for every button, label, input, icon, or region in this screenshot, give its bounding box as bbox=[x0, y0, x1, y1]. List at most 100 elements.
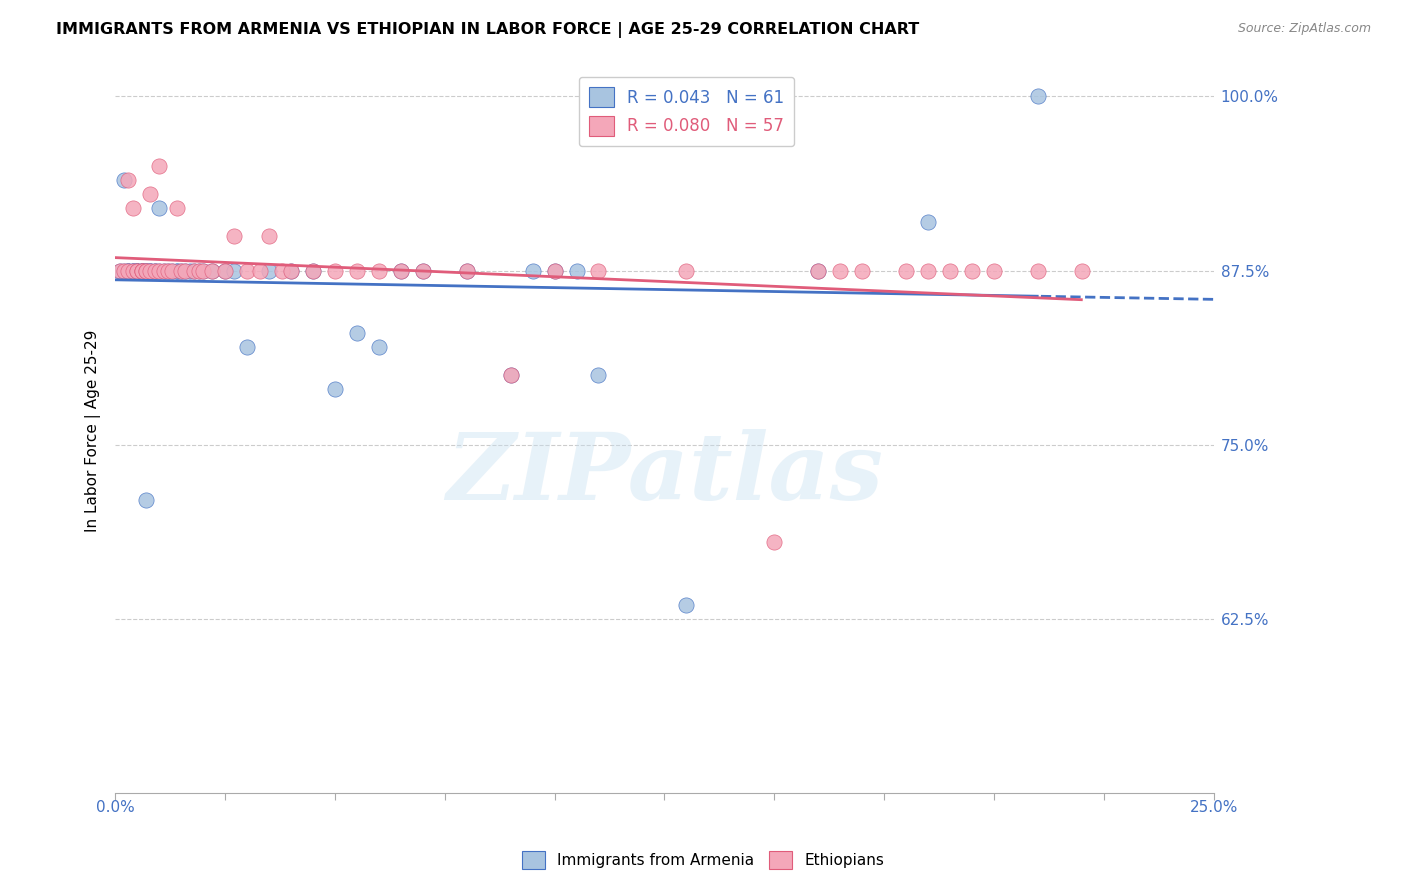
Point bbox=[108, 263, 131, 277]
Point bbox=[135, 263, 157, 277]
Point bbox=[139, 263, 162, 277]
Point bbox=[236, 263, 259, 277]
Point bbox=[148, 159, 170, 173]
Point bbox=[112, 263, 135, 277]
Point bbox=[183, 263, 205, 277]
Point bbox=[135, 263, 157, 277]
Point bbox=[131, 263, 153, 277]
Point bbox=[139, 186, 162, 201]
Point bbox=[280, 263, 302, 277]
Point bbox=[675, 263, 697, 277]
Point bbox=[174, 263, 197, 277]
Point bbox=[162, 263, 184, 277]
Point bbox=[166, 263, 188, 277]
Point bbox=[127, 263, 149, 277]
Point bbox=[121, 263, 143, 277]
Point bbox=[162, 263, 184, 277]
Point bbox=[499, 368, 522, 382]
Point bbox=[117, 263, 139, 277]
Point bbox=[183, 263, 205, 277]
Point bbox=[152, 263, 174, 277]
Point bbox=[139, 263, 162, 277]
Point bbox=[1026, 263, 1049, 277]
Point bbox=[323, 263, 346, 277]
Point bbox=[179, 263, 201, 277]
Text: ZIPatlas: ZIPatlas bbox=[446, 429, 883, 519]
Point bbox=[214, 263, 236, 277]
Point bbox=[456, 263, 478, 277]
Legend: R = 0.043   N = 61, R = 0.080   N = 57: R = 0.043 N = 61, R = 0.080 N = 57 bbox=[579, 77, 794, 146]
Point bbox=[143, 263, 166, 277]
Point bbox=[166, 263, 188, 277]
Point bbox=[121, 263, 143, 277]
Point bbox=[174, 263, 197, 277]
Point bbox=[148, 263, 170, 277]
Point bbox=[456, 263, 478, 277]
Point bbox=[121, 263, 143, 277]
Point bbox=[389, 263, 412, 277]
Point bbox=[191, 263, 214, 277]
Point bbox=[271, 263, 294, 277]
Point bbox=[675, 598, 697, 612]
Point bbox=[127, 263, 149, 277]
Point bbox=[588, 368, 610, 382]
Point bbox=[222, 228, 245, 243]
Point bbox=[117, 263, 139, 277]
Point bbox=[131, 263, 153, 277]
Point bbox=[257, 228, 280, 243]
Point bbox=[187, 263, 209, 277]
Point bbox=[346, 263, 368, 277]
Point bbox=[257, 263, 280, 277]
Point bbox=[131, 263, 153, 277]
Point bbox=[117, 263, 139, 277]
Point bbox=[139, 263, 162, 277]
Point bbox=[236, 340, 259, 354]
Point bbox=[302, 263, 325, 277]
Point bbox=[127, 263, 149, 277]
Text: 0.0%: 0.0% bbox=[96, 800, 135, 815]
Point bbox=[148, 201, 170, 215]
Point bbox=[280, 263, 302, 277]
Point bbox=[191, 263, 214, 277]
Point bbox=[148, 263, 170, 277]
Point bbox=[127, 263, 149, 277]
Point bbox=[763, 535, 786, 549]
Point bbox=[187, 263, 209, 277]
Point bbox=[807, 263, 830, 277]
Point bbox=[894, 263, 917, 277]
Point bbox=[201, 263, 224, 277]
Point bbox=[121, 201, 143, 215]
Point bbox=[412, 263, 434, 277]
Point bbox=[983, 263, 1005, 277]
Point bbox=[302, 263, 325, 277]
Point bbox=[214, 263, 236, 277]
Point bbox=[522, 263, 544, 277]
Point bbox=[170, 263, 193, 277]
Point bbox=[112, 263, 135, 277]
Text: 25.0%: 25.0% bbox=[1189, 800, 1237, 815]
Point bbox=[131, 263, 153, 277]
Point bbox=[807, 263, 830, 277]
Point bbox=[499, 368, 522, 382]
Legend: Immigrants from Armenia, Ethiopians: Immigrants from Armenia, Ethiopians bbox=[516, 845, 890, 875]
Point bbox=[131, 263, 153, 277]
Point bbox=[389, 263, 412, 277]
Point bbox=[112, 173, 135, 187]
Point bbox=[135, 493, 157, 508]
Point bbox=[156, 263, 179, 277]
Point bbox=[117, 263, 139, 277]
Point bbox=[108, 263, 131, 277]
Point bbox=[960, 263, 983, 277]
Point bbox=[249, 263, 271, 277]
Point bbox=[166, 201, 188, 215]
Point bbox=[830, 263, 852, 277]
Point bbox=[121, 263, 143, 277]
Point bbox=[201, 263, 224, 277]
Point bbox=[412, 263, 434, 277]
Point bbox=[117, 173, 139, 187]
Point bbox=[222, 263, 245, 277]
Point bbox=[127, 263, 149, 277]
Point bbox=[127, 263, 149, 277]
Point bbox=[367, 263, 389, 277]
Point bbox=[152, 263, 174, 277]
